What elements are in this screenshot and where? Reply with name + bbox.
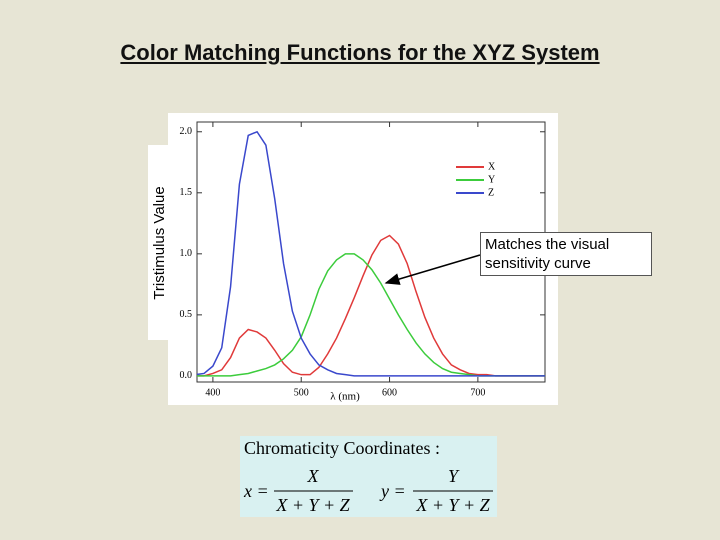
formula-box [240, 436, 497, 517]
y-label-background [148, 145, 170, 340]
series-line [197, 234, 545, 377]
y-axis-label: Tristimulus Value [151, 186, 168, 299]
y-tick-label: 1.5 [180, 187, 193, 198]
series-line [197, 130, 545, 377]
slide-title: Color Matching Functions for the XYZ Sys… [120, 40, 600, 65]
legend-label: Z [488, 187, 494, 198]
y-tick-label: 0.5 [180, 309, 193, 320]
y-tick-label: 1.0 [180, 248, 193, 259]
x-tick-label: 400 [205, 387, 220, 398]
formula-denominator: X + Y + Z [275, 495, 350, 515]
formula-numerator: Y [448, 466, 460, 486]
x-tick-label: 500 [294, 387, 309, 398]
formula-lhs: y = [379, 481, 406, 501]
annotation-arrow [384, 254, 481, 285]
legend-label: Y [488, 174, 495, 185]
x-tick-label: 600 [382, 387, 397, 398]
y-tick-label: 0.0 [180, 370, 193, 381]
legend-label: X [488, 161, 496, 172]
formula-numerator: X [307, 466, 320, 486]
formula-denominator: X + Y + Z [415, 495, 490, 515]
formula-lhs: x = [243, 481, 269, 501]
x-tick-label: 700 [470, 387, 485, 398]
x-axis-label: λ (nm) [330, 391, 360, 403]
y-tick-label: 2.0 [180, 126, 193, 137]
formula-heading: Chromaticity Coordinates : [244, 438, 440, 458]
annotation: Matches the visual sensitivity curve [480, 232, 652, 276]
